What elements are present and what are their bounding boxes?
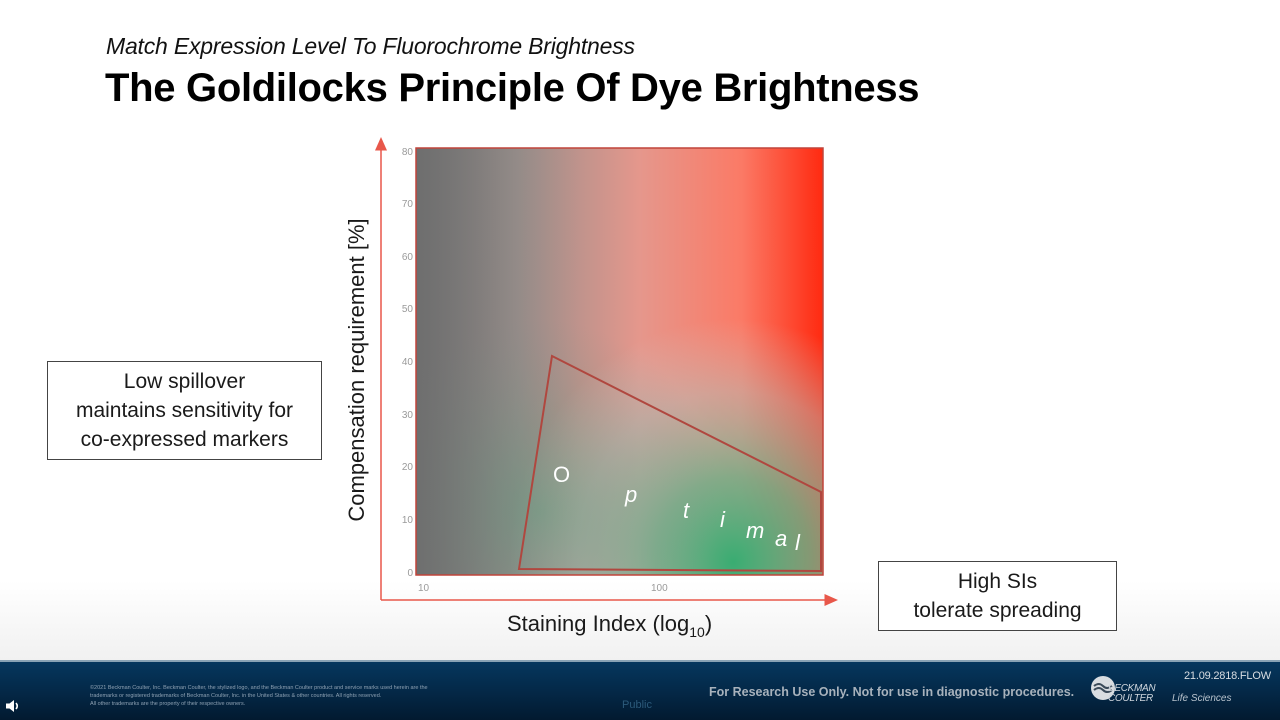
optimal-region xyxy=(517,354,822,573)
x-tick: 100 xyxy=(651,583,668,594)
svg-text:O: O xyxy=(553,462,570,487)
y-tick: 30 xyxy=(401,410,413,421)
brand-line: COULTER xyxy=(1108,693,1153,704)
callout-line: Low spillover xyxy=(123,370,246,393)
chart: O p t i m a l xyxy=(375,137,838,606)
callout-high-si: High SIs tolerate spreading xyxy=(878,561,1117,631)
y-tick: 20 xyxy=(401,462,413,473)
brand-line: BECKMAN xyxy=(1108,683,1156,694)
plot-area xyxy=(415,147,824,576)
svg-text:l: l xyxy=(795,530,801,555)
svg-text:i: i xyxy=(720,507,726,532)
copyright-line: trademarks or registered trademarks of B… xyxy=(90,693,382,699)
beckman-logo-icon xyxy=(1091,676,1115,700)
copyright-line: ©2021 Beckman Coulter, Inc. Beckman Coul… xyxy=(90,685,428,691)
svg-text:m: m xyxy=(746,518,764,543)
slide-subtitle: Match Expression Level To Fluorochrome B… xyxy=(106,33,635,59)
beckman-coulter-logo: BECKMAN COULTER xyxy=(1090,672,1180,712)
slide-title: The Goldilocks Principle Of Dye Brightne… xyxy=(105,66,920,110)
copyright-line: All other trademarks are the property of… xyxy=(90,701,246,707)
callout-line: tolerate spreading xyxy=(913,599,1082,622)
research-use-disclaimer: For Research Use Only. Not for use in di… xyxy=(709,685,1075,699)
y-tick: 10 xyxy=(401,515,413,526)
y-tick: 40 xyxy=(401,357,413,368)
document-code: 21.09.2818.FLOW xyxy=(1184,670,1271,682)
x-axis-label-main: Staining Index (log xyxy=(507,611,690,636)
slide-footer: ©2021 Beckman Coulter, Inc. Beckman Coul… xyxy=(0,660,1280,720)
brand-text: BECKMAN COULTER xyxy=(1108,683,1156,704)
speaker-icon[interactable] xyxy=(5,698,21,714)
callout-line: High SIs xyxy=(957,570,1038,593)
y-tick: 70 xyxy=(401,199,413,210)
callout-line: co-expressed markers xyxy=(80,428,289,451)
y-tick: 50 xyxy=(401,304,413,315)
svg-text:a: a xyxy=(775,526,787,551)
x-axis-label: Staining Index (log10) xyxy=(507,611,712,640)
classification-label: Public xyxy=(622,699,652,711)
slide-canvas: Match Expression Level To Fluorochrome B… xyxy=(0,0,1280,660)
svg-text:p: p xyxy=(624,482,637,507)
y-tick: 0 xyxy=(407,568,413,579)
x-tick: 10 xyxy=(418,583,430,594)
optimal-label: O p t i m a l xyxy=(553,462,801,555)
copyright-notice: ©2021 Beckman Coulter, Inc. Beckman Coul… xyxy=(90,684,510,708)
x-axis-label-close: ) xyxy=(704,611,713,636)
callout-low-spillover: Low spillover maintains sensitivity for … xyxy=(47,361,322,460)
y-tick: 60 xyxy=(401,252,413,263)
svg-text:t: t xyxy=(683,498,690,523)
y-tick: 80 xyxy=(401,147,413,158)
x-axis-label-sub: 10 xyxy=(689,624,705,640)
callout-line: maintains sensitivity for xyxy=(75,399,294,422)
y-axis-label: Compensation requirement [%] xyxy=(344,218,369,522)
division-label: Life Sciences xyxy=(1172,693,1232,704)
